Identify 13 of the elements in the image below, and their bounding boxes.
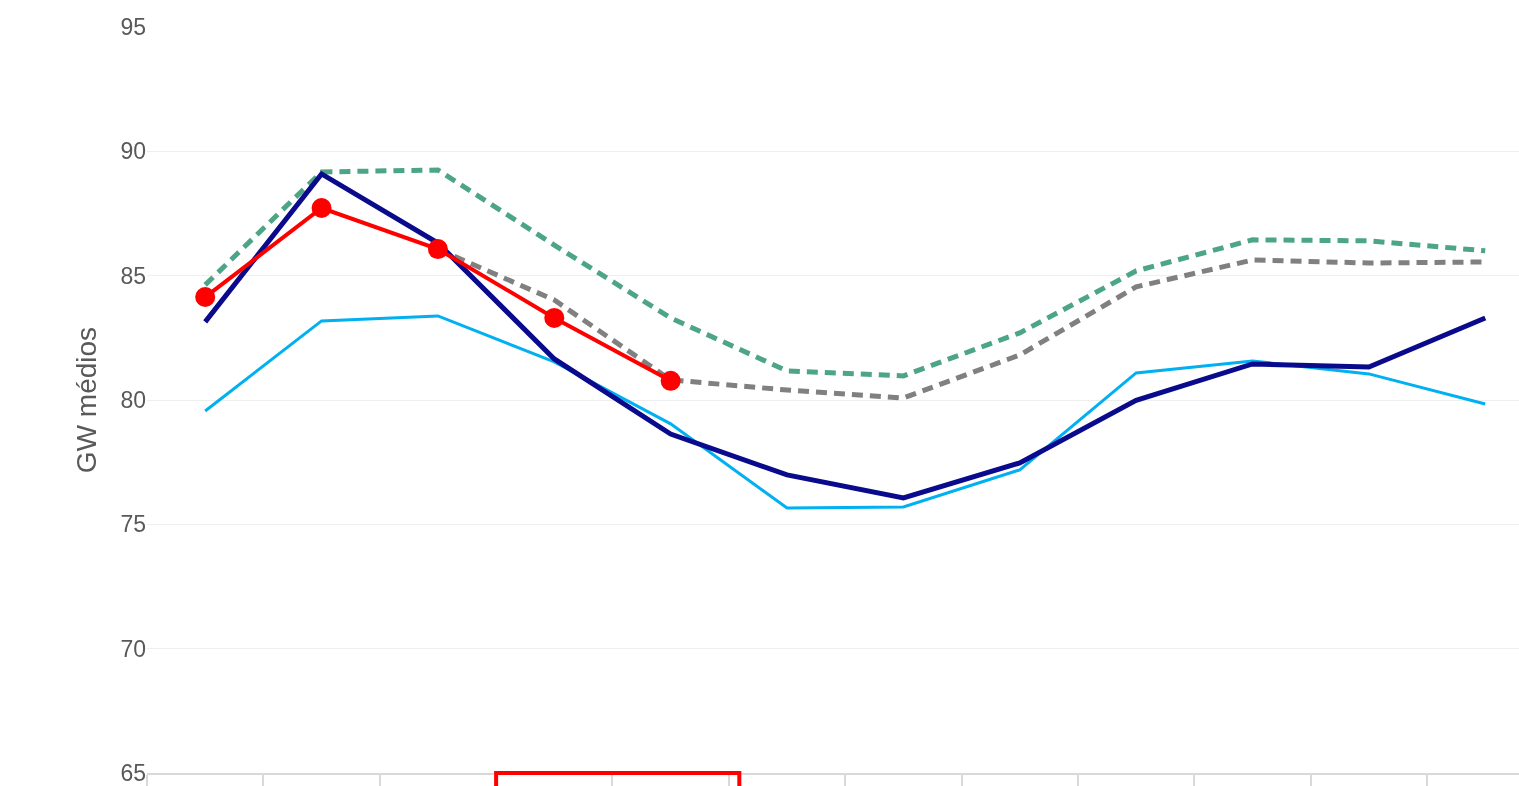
y-tick-label: 65 (120, 760, 146, 786)
y-axis-title: GW médios (71, 326, 103, 474)
y-tick-label: 95 (120, 14, 146, 41)
y-tick-label: 75 (120, 511, 146, 538)
y-tick-label: 90 (120, 138, 146, 165)
point (427, 239, 448, 260)
point (544, 307, 565, 328)
point (660, 370, 681, 391)
y-tick-label: 85 (120, 262, 146, 289)
y-tick-label: 80 (120, 387, 146, 414)
y-tick-label: 70 (120, 635, 146, 662)
point (311, 198, 332, 219)
point (195, 287, 216, 308)
